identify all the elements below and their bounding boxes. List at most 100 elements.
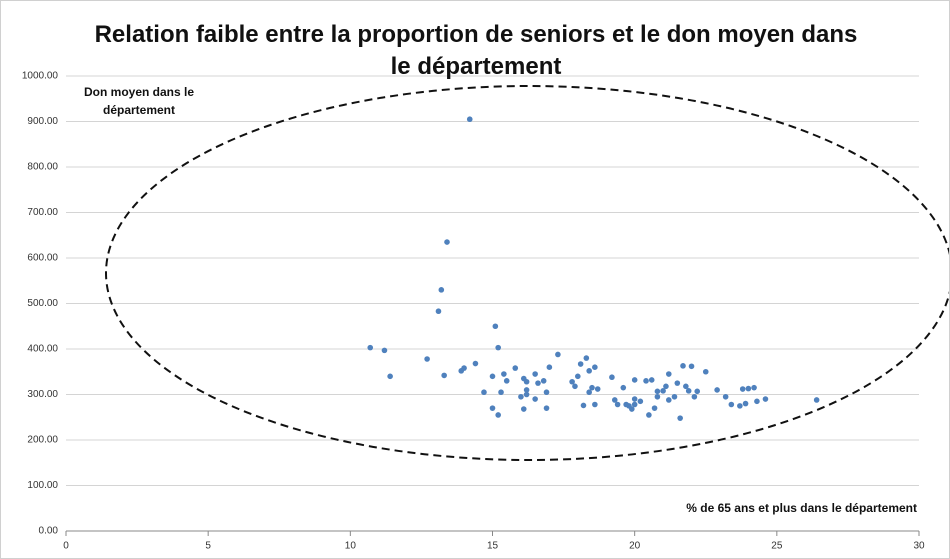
point [472,360,479,367]
point [495,412,501,418]
point [737,403,743,409]
point [637,398,644,405]
point [660,388,666,394]
y-tick-label: 200.00 [27,435,58,446]
point [611,397,618,403]
point [381,347,388,354]
point [728,401,735,408]
point [594,386,601,392]
point [523,391,530,398]
point [629,406,635,412]
x-axis-label: % de 65 ans et plus dans le département [686,501,917,515]
point [722,393,729,400]
y-tick-label: 800.00 [27,162,58,173]
point [646,412,652,418]
point [569,378,575,385]
point [651,405,658,411]
point [592,364,598,371]
y-axis-label: Don moyen dans le département [83,85,195,117]
point [674,380,681,386]
point [501,371,507,377]
point [586,368,592,374]
point [367,344,374,351]
point [438,287,445,293]
point [532,396,538,402]
chart-title: Relation faible entre la proportion de s… [94,21,858,80]
x-tick-label: 25 [771,541,783,552]
point [745,385,752,392]
x-tick-label: 20 [629,541,641,552]
point [631,377,638,383]
point [677,415,683,421]
point [620,384,627,391]
point [680,363,686,369]
point [540,378,547,384]
point [555,351,561,358]
point [572,383,578,390]
x-tick-label: 15 [487,541,499,552]
y-tick-label: 500.00 [27,298,58,309]
point [742,400,749,407]
point [518,393,524,400]
point [424,356,430,362]
point [762,396,769,402]
point [535,380,541,386]
point [665,371,672,377]
point [489,373,496,380]
point [520,406,527,412]
point [614,401,621,408]
point [714,387,720,393]
point [754,398,760,405]
point [546,364,553,371]
point [583,355,590,361]
point [609,374,615,381]
point [683,383,689,390]
point [387,373,393,380]
point [489,405,496,411]
point [481,389,487,396]
point [523,378,530,385]
y-tick-label: 100.00 [27,480,58,491]
point [586,389,592,396]
point [512,365,519,371]
point [543,389,550,396]
y-tick-label: 900.00 [27,116,58,127]
point [813,397,820,403]
x-tick-label: 0 [63,541,69,552]
point [739,386,746,392]
point [654,393,661,400]
point [631,401,638,408]
point [589,384,595,391]
point [694,388,701,395]
point [461,365,467,371]
point [492,323,499,330]
point [498,389,504,396]
y-tick-label: 700.00 [27,207,58,218]
point [466,116,473,123]
y-tick-label: 400.00 [27,344,58,355]
point [751,384,757,391]
point [441,372,447,379]
point [631,396,638,402]
point [495,344,501,351]
point [663,383,669,390]
x-tick-label: 10 [345,541,357,552]
point [665,397,672,403]
point [671,393,678,400]
point [577,361,584,367]
x-tick-label: 30 [913,541,925,552]
highlight-ellipse [105,85,949,461]
y-tick-label: 0.00 [39,526,59,537]
x-tick-label: 5 [205,541,211,552]
point [643,378,649,384]
point [444,239,450,245]
y-tick-label: 1000.00 [22,71,59,82]
point [648,377,655,383]
point [580,402,587,409]
point [685,388,692,394]
point [503,378,510,384]
point [523,387,530,393]
y-tick-label: 300.00 [27,389,58,400]
